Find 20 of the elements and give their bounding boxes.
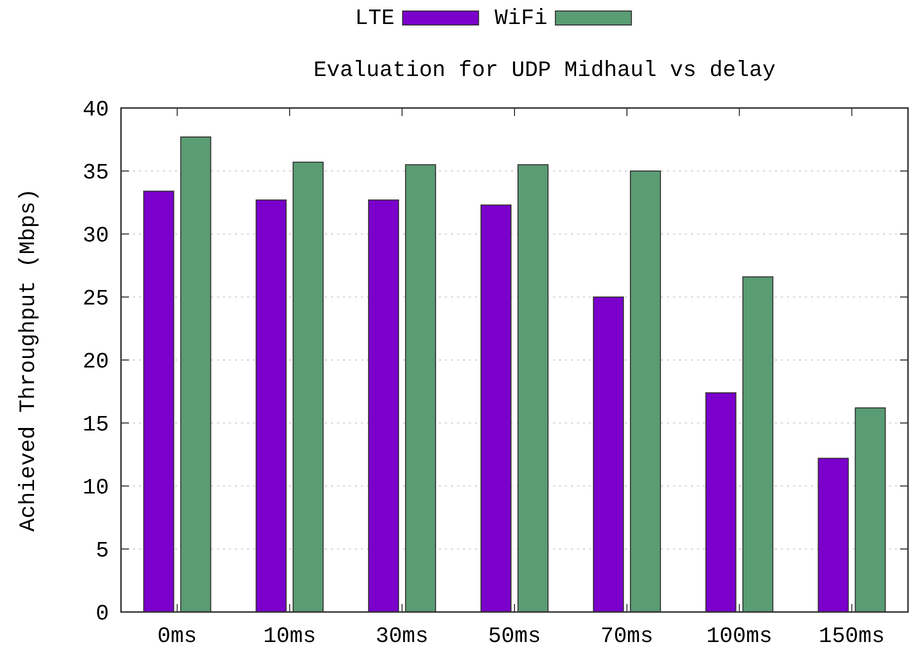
y-tick-label: 35 xyxy=(82,160,109,186)
y-axis-title: Achieved Throughput (Mbps) xyxy=(16,188,41,532)
y-tick-label: 20 xyxy=(82,350,109,375)
y-tick-label: 25 xyxy=(82,286,109,312)
y-tick-label: 10 xyxy=(82,476,109,501)
x-tick-label: 30ms xyxy=(376,624,428,649)
y-tick-label: 40 xyxy=(82,98,109,123)
chart-title: Evaluation for UDP Midhaul vs delay xyxy=(313,58,776,83)
x-tick-label: 0ms xyxy=(157,624,198,649)
x-tick-label: 70ms xyxy=(600,624,654,649)
x-tick-label: 100ms xyxy=(706,624,772,649)
y-tick-label: 30 xyxy=(82,224,109,249)
y-tick-label: 0 xyxy=(96,602,109,627)
x-tick-label: 10ms xyxy=(263,624,316,649)
x-tick-label: 50ms xyxy=(488,624,541,649)
x-tick-label: 150ms xyxy=(818,624,885,649)
legend-label: LTE xyxy=(355,6,395,31)
y-tick-label: 5 xyxy=(96,538,109,564)
legend-label: WiFi xyxy=(494,6,548,31)
y-tick-label: 15 xyxy=(82,412,109,438)
